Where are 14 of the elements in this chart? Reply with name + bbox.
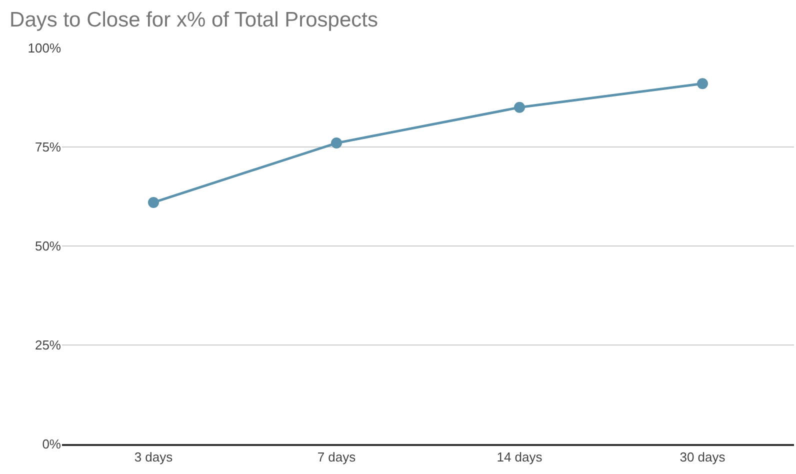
x-tick-label: 3 days [134,449,174,464]
x-tick-label: 14 days [496,449,543,464]
y-tick-label: 25% [34,338,62,353]
y-tick-label: 75% [34,140,62,155]
point [148,196,159,208]
point [331,138,342,149]
x-tick-label: 7 days [317,449,356,464]
point [697,78,708,90]
x-tick-label: 30 days [680,449,726,464]
y-tick-label: 100% [28,40,62,56]
y-tick-label: 0% [42,436,62,452]
chart-title: Days to Close for x% of Total Prospects [10,8,378,32]
y-tick-label: 50% [34,238,62,254]
point [514,102,525,113]
